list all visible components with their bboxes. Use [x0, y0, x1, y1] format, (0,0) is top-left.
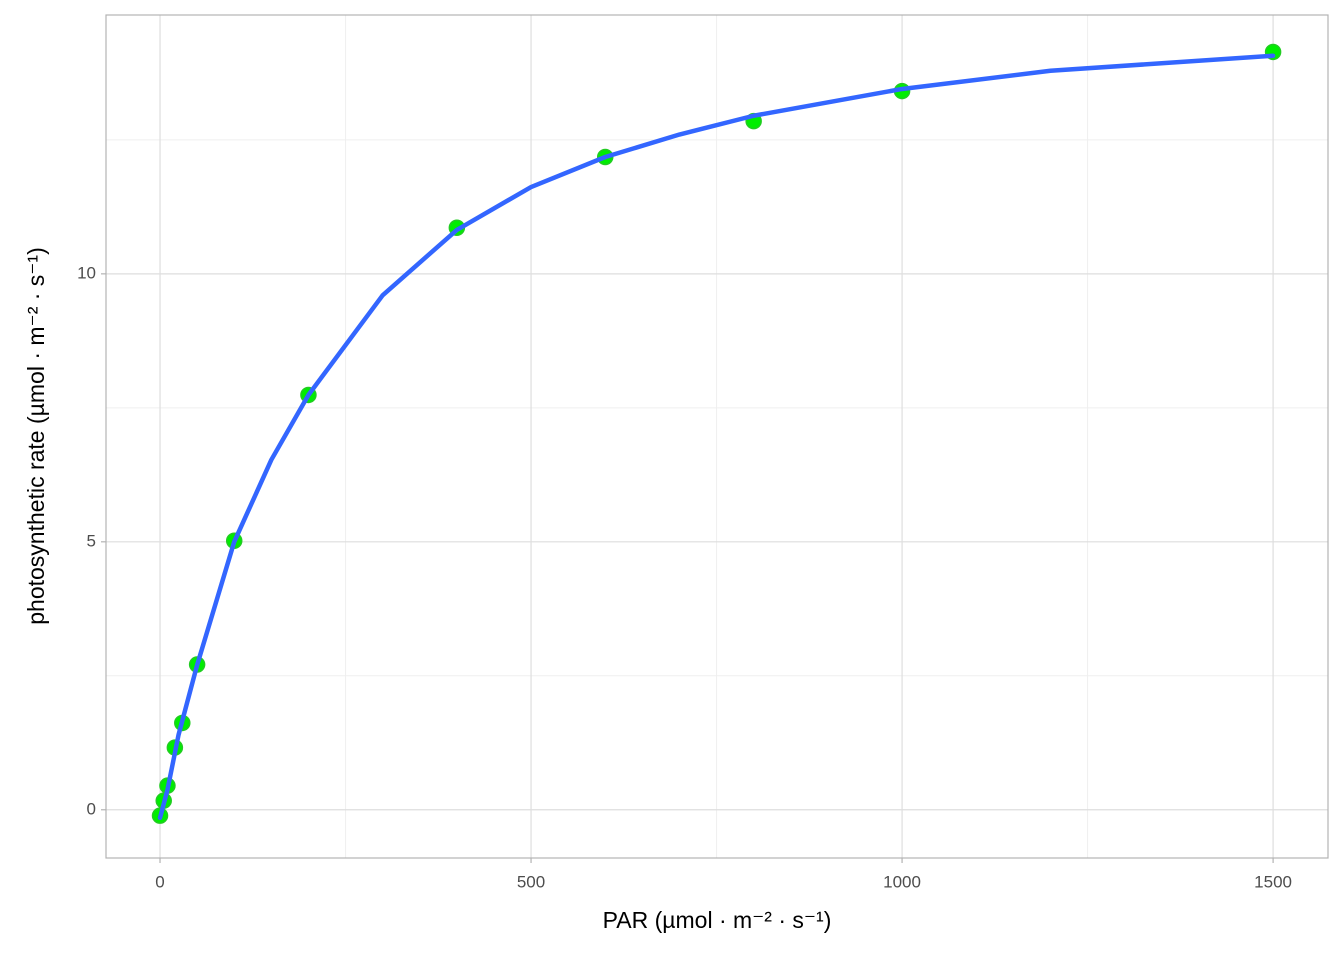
x-tick-label: 1000	[883, 872, 921, 891]
y-tick-label: 10	[77, 263, 96, 282]
panel-border	[105, 14, 1329, 859]
x-tick-label: 1500	[1254, 872, 1292, 891]
y-tick-label: 0	[87, 799, 96, 818]
x-axis-title: PAR (µmol · m⁻² · s⁻¹)	[603, 907, 832, 933]
y-tick-label: 5	[87, 531, 96, 550]
y-axis-title: photosynthetic rate (µmol · m⁻² · s⁻¹)	[23, 247, 49, 625]
fit-line	[157, 53, 1276, 821]
x-tick-label: 500	[517, 872, 545, 891]
x-tick-label: 0	[155, 872, 164, 891]
